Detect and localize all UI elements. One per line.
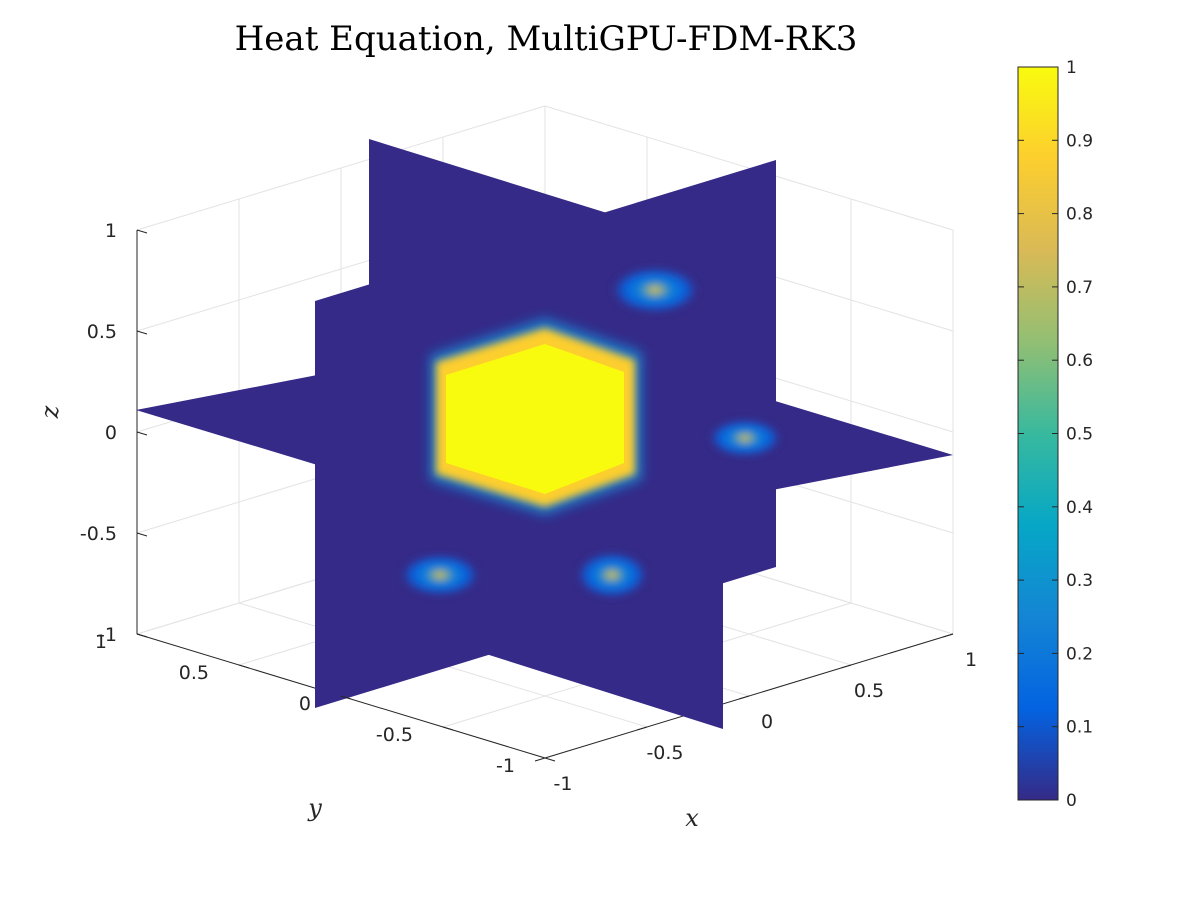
y-tick-label: -0.5 — [376, 724, 413, 746]
z-axis-label: z — [36, 405, 64, 419]
colorbar-tick-label: 0.4 — [1066, 498, 1093, 518]
z-tick-label: -1 — [98, 624, 117, 646]
z-tick-mark — [136, 330, 148, 335]
grid-line — [136, 105, 546, 231]
y-tick-label: 1 — [95, 631, 107, 653]
z-tick-label: -0.5 — [80, 523, 117, 545]
x-tick-mark — [942, 633, 954, 638]
x-axis-label: x — [685, 804, 699, 832]
y-tick-mark — [340, 695, 352, 700]
z-tick-mark — [136, 229, 148, 234]
colorbar-tick-label: 0.6 — [1066, 351, 1093, 371]
y-tick-label: 0 — [299, 693, 311, 715]
z-tick-label: 1 — [105, 220, 117, 242]
y-tick-mark — [238, 664, 250, 669]
hot-blob-lower-right — [578, 553, 646, 597]
x-tick-label: -0.5 — [646, 742, 683, 764]
axis-ticks: -1-0.500.51-1-0.500.51-1-0.500.51 — [80, 220, 977, 795]
colorbar-ticks: 0 0.1 0.2 0.3 0.4 0.5 0.6 0.7 0.8 0.9 1 — [1018, 58, 1093, 811]
x-tick-label: -1 — [554, 773, 573, 795]
x-tick-mark — [840, 664, 852, 669]
z-tick-mark — [136, 532, 148, 537]
hot-blob-lower-left — [402, 555, 478, 595]
colorbar-tick-label: 0 — [1066, 791, 1077, 811]
y-tick-mark — [136, 633, 148, 638]
colorbar-tick-label: 0.2 — [1066, 644, 1093, 664]
colorbar: 0 0.1 0.2 0.3 0.4 0.5 0.6 0.7 0.8 0.9 1 — [1017, 58, 1093, 811]
x-tick-mark — [636, 726, 648, 731]
colorbar-tick-label: 1 — [1066, 58, 1077, 78]
y-tick-label: 0.5 — [179, 662, 209, 684]
hot-blob-upper-right — [613, 268, 697, 312]
slice-planes — [136, 139, 953, 729]
z-tick-label: 0.5 — [87, 321, 117, 343]
colorbar-tick-label: 0.8 — [1066, 205, 1093, 225]
grid-line — [544, 105, 954, 231]
colorbar-tick-label: 0.9 — [1066, 131, 1093, 151]
y-axis-label: y — [307, 794, 322, 822]
hot-blob-right — [710, 420, 780, 456]
y-tick-mark — [442, 726, 454, 731]
x-tick-label: 0.5 — [854, 680, 884, 702]
colorbar-tick-label: 0.5 — [1066, 425, 1093, 445]
x-tick-label: 1 — [965, 649, 977, 671]
colorbar-tick-label: 0.3 — [1066, 571, 1093, 591]
z-tick-label: 0 — [105, 422, 117, 444]
y-tick-label: -1 — [496, 755, 515, 777]
colorbar-tick-label: 0.7 — [1066, 278, 1093, 298]
x-tick-mark — [534, 757, 546, 762]
colorbar-tick-label: 0.1 — [1066, 718, 1093, 738]
x-tick-mark — [738, 695, 750, 700]
z-tick-mark — [136, 431, 148, 436]
y-tick-mark — [544, 757, 556, 762]
chart-title: Heat Equation, MultiGPU-FDM-RK3 — [235, 19, 858, 59]
hot-core — [430, 318, 642, 515]
x-tick-label: 0 — [761, 711, 773, 733]
